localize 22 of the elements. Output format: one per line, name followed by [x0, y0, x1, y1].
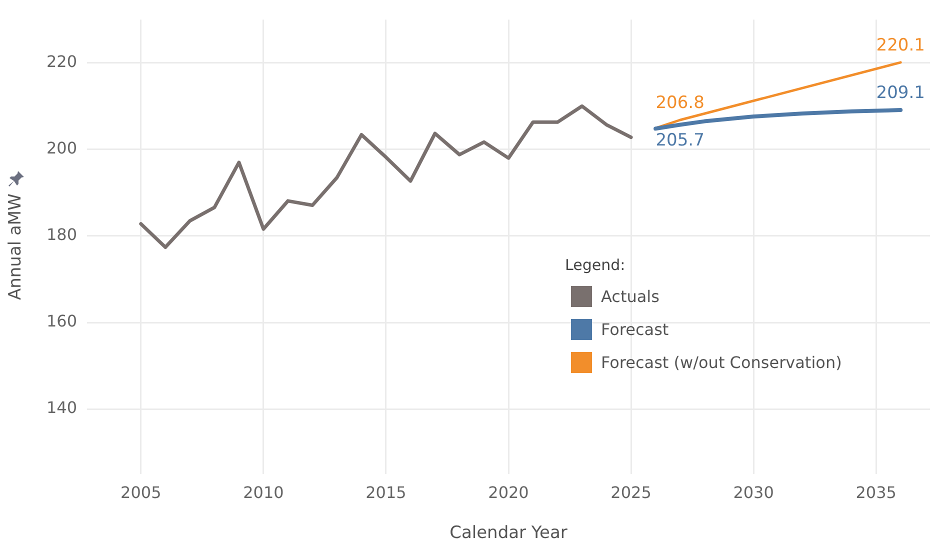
- x-tick-label: 2020: [488, 482, 529, 502]
- y-tick-label: 160: [46, 312, 77, 331]
- legend-title: Legend:: [565, 256, 626, 274]
- x-tick-label: 2010: [243, 482, 284, 502]
- x-tick-label: 2025: [610, 482, 652, 502]
- y-axis-title: Annual aMW: [6, 193, 26, 300]
- x-tick-label: 2030: [733, 482, 774, 502]
- data-label: 206.8: [656, 92, 704, 113]
- data-label: 209.1: [876, 82, 925, 103]
- x-axis-title: Calendar Year: [450, 523, 568, 544]
- y-tick-label: 200: [46, 138, 77, 158]
- y-tick-label: 180: [46, 225, 77, 244]
- legend-label: Forecast: [601, 320, 669, 339]
- data-label: 220.1: [876, 35, 925, 56]
- data-label: 205.7: [656, 130, 704, 151]
- x-tick-label: 2035: [856, 482, 896, 502]
- y-tick-label: 220: [46, 52, 77, 72]
- x-tick-label: 2015: [366, 482, 406, 502]
- legend-label: Forecast (w/out Conservation): [601, 352, 842, 372]
- legend-label: Actuals: [601, 286, 660, 306]
- x-tick-label: 2005: [120, 482, 162, 502]
- y-tick-label: 140: [46, 398, 77, 418]
